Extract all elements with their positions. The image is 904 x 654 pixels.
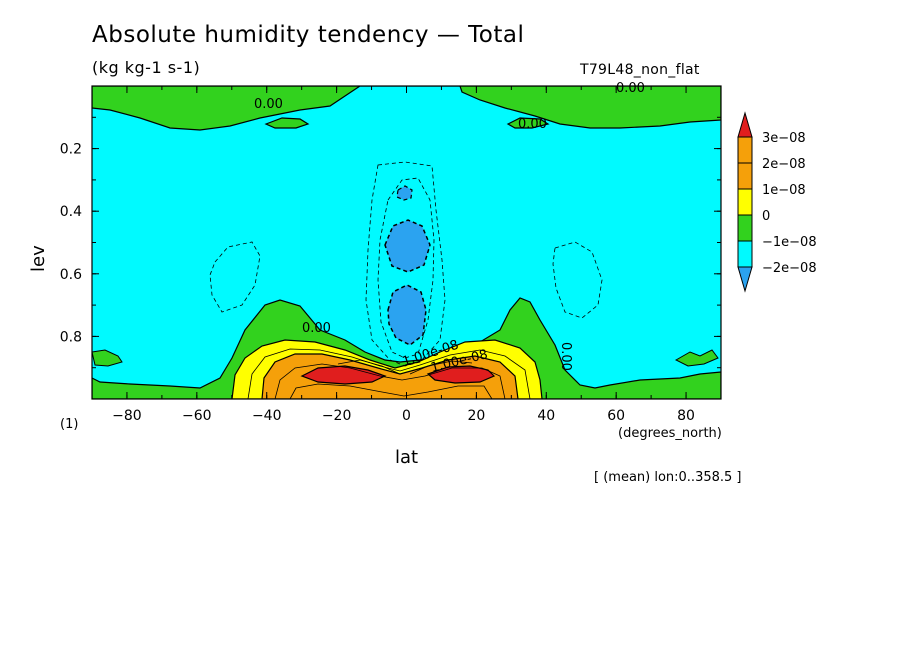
colorbar-top-arrow xyxy=(737,111,753,138)
contour-label: 0.00 xyxy=(616,81,645,96)
contour-label: 0.00 xyxy=(558,342,573,371)
x-axis: −80 −60 −40 −20 0 20 40 60 80 xyxy=(91,86,722,424)
colorbar-segment xyxy=(737,162,753,190)
y-axis-label: lev xyxy=(28,245,49,272)
fill-blue-top xyxy=(396,185,413,201)
colorbar-label: 1e−08 xyxy=(762,183,806,198)
contour-label: 0.00 xyxy=(302,321,331,336)
x-tick-label: 0 xyxy=(402,408,411,424)
x-tick-label: −60 xyxy=(182,408,212,424)
colorbar-label: 0 xyxy=(762,209,770,224)
colorbar-label: −2e−08 xyxy=(762,261,817,276)
x-tick-label: −40 xyxy=(252,408,282,424)
fill-blue-lower xyxy=(387,284,427,346)
mean-note: [ (mean) lon:0..358.5 ] xyxy=(594,470,742,485)
filled-contours xyxy=(92,86,721,399)
fill-blue-middle xyxy=(384,219,431,273)
x-tick-label: 40 xyxy=(537,408,555,424)
x-tick-label: 60 xyxy=(607,408,625,424)
contour-label: 0.00 xyxy=(518,117,547,132)
x-tick-label: 20 xyxy=(467,408,485,424)
fill-top-green xyxy=(92,86,721,131)
contour-label: 0.00 xyxy=(254,97,283,112)
y-axis: 0.2 0.4 0.6 0.8 xyxy=(60,116,721,369)
run-label: T79L48_non_flat xyxy=(580,62,700,78)
fill-lower-right-strip xyxy=(674,349,719,367)
colorbar-label: 3e−08 xyxy=(762,131,806,146)
chart-title: Absolute humidity tendency — Total xyxy=(92,22,525,48)
colorbar-segment xyxy=(737,188,753,216)
y-tick-label: 0.8 xyxy=(60,329,82,345)
colorbar-label: 2e−08 xyxy=(762,157,806,172)
x-tick-label: −20 xyxy=(322,408,352,424)
y-tick-label: 0.2 xyxy=(60,142,82,158)
colorbar-segment xyxy=(737,240,753,268)
colorbar-segment xyxy=(737,214,753,242)
fill-top-green-islet-left xyxy=(264,117,310,129)
x-axis-units: (degrees_north) xyxy=(618,426,722,441)
colorbar: 3e−08 2e−08 1e−08 0 −1e−08 −2e−08 xyxy=(737,111,817,293)
fill-red-left xyxy=(300,365,387,385)
y-tick-label: 0.6 xyxy=(60,267,82,283)
y-tick-label: 0.4 xyxy=(60,204,82,220)
x-tick-label: −80 xyxy=(112,408,142,424)
solid-contours xyxy=(247,348,531,399)
colorbar-bottom-arrow xyxy=(737,266,753,293)
fill-top-green-islet-right xyxy=(506,117,550,129)
dashed-contours xyxy=(209,161,603,367)
chart-units: (kg kg-1 s-1) xyxy=(92,58,201,77)
colorbar-segment xyxy=(737,136,753,164)
footnote: (1) xyxy=(60,417,79,432)
x-axis-label: lat xyxy=(395,447,419,468)
colorbar-label: −1e−08 xyxy=(762,235,817,250)
x-tick-label: 80 xyxy=(677,408,695,424)
fill-lower-left-strip xyxy=(92,349,123,367)
